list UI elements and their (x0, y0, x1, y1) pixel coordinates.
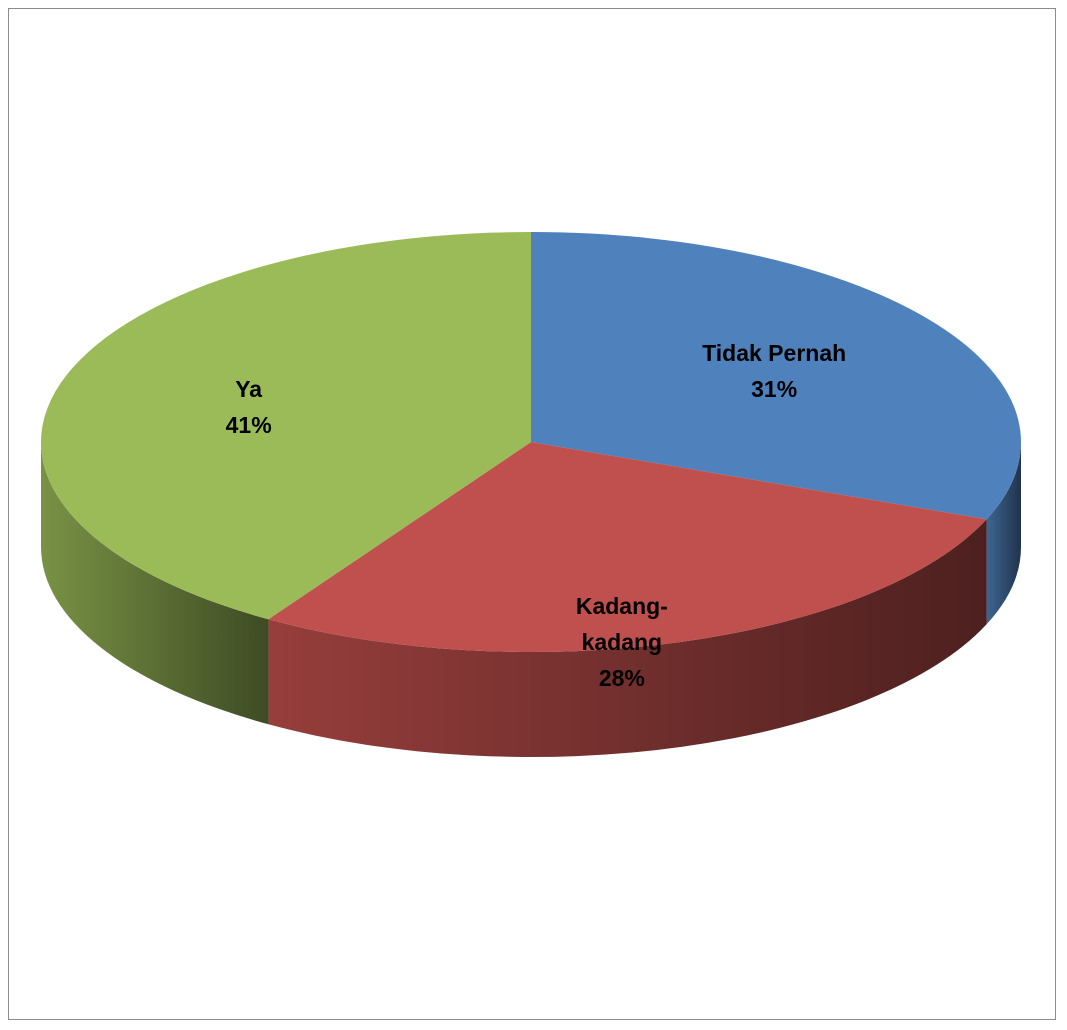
slice-label-0: Tidak Pernah 31% (702, 340, 846, 402)
pie-slice-1 (268, 442, 987, 652)
slice-label-1: Kadang-kadang 28% (576, 593, 668, 691)
pie-slice-2 (41, 232, 531, 620)
slice-label-2: Ya 41% (226, 376, 272, 438)
pie-side-0 (986, 442, 1021, 625)
pie-slice-0 (531, 232, 1021, 520)
pie-side-1 (268, 519, 987, 757)
pie-side-2 (41, 442, 269, 725)
